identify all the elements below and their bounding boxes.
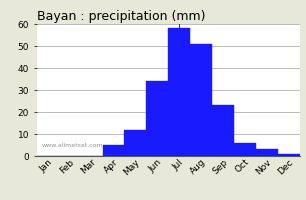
Bar: [234, 143, 256, 156]
Bar: [278, 154, 300, 156]
Text: www.allmetsat.com: www.allmetsat.com: [42, 143, 104, 148]
Bar: [103, 145, 125, 156]
Text: Bayan : precipitation (mm): Bayan : precipitation (mm): [37, 10, 205, 23]
Bar: [190, 44, 212, 156]
Bar: [212, 105, 234, 156]
Bar: [168, 28, 190, 156]
Bar: [125, 130, 146, 156]
Bar: [146, 81, 168, 156]
Bar: [256, 149, 278, 156]
